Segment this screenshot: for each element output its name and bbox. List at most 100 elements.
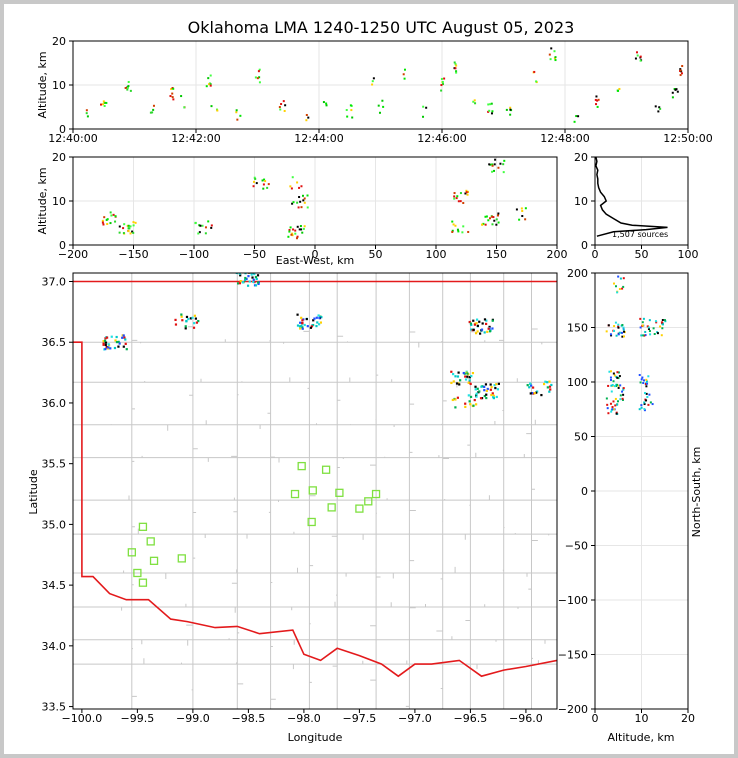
ns-source [616,376,619,379]
east-west-source [201,224,204,227]
ns-tick-label-y: 100 [567,376,588,389]
east-west-source [296,225,299,228]
east-west-source [197,232,200,235]
figure-title: Oklahoma LMA 1240-1250 UTC August 05, 20… [188,18,575,37]
map-source [180,315,183,318]
altitude-time-source [402,73,405,76]
map-source [252,278,255,281]
map-source [299,327,302,330]
altitude-time-source [403,68,406,71]
altitude-time-source [440,89,443,92]
altitude-time-source [371,83,374,86]
ns-source [622,328,625,331]
map-source [486,330,489,333]
ns-tick-label-y: 200 [567,267,588,280]
lma-station-marker [146,537,155,546]
map-source [536,390,539,393]
ns-source [617,371,620,374]
map-source [235,273,238,275]
altitude-time-source [322,101,325,104]
map-source [466,375,469,378]
altitude-time-source [171,96,174,99]
east-west-source [492,216,495,219]
east-west-tick-label-x: 100 [426,248,447,261]
east-west-source [134,221,137,224]
map-source [244,276,247,280]
altitude-time-source [441,80,444,83]
altitude-time-source [595,95,598,98]
altitude-time-source [577,115,580,118]
east-west-source [114,215,117,218]
ns-source [607,384,610,387]
east-west-source [495,218,498,221]
ns-source [644,330,647,333]
altitude-time-source [151,111,154,114]
ns-source [643,409,646,412]
ns-source [639,317,642,320]
east-west-source [289,226,292,229]
histogram-line [595,156,668,237]
ns-source [606,407,609,410]
east-west-source [303,225,306,228]
east-west-source [102,223,105,226]
east-west-source [294,232,297,235]
altitude-time-source [554,56,557,59]
ns-source [638,374,641,377]
ns-tick-label-y: −50 [565,540,588,553]
altitude-time-source [124,86,127,89]
east-west-source [253,180,256,183]
ns-source [621,287,624,290]
east-west-source [106,222,109,225]
east-west-source [302,227,305,230]
east-west-source [459,200,462,203]
ns-source [660,334,663,337]
map-source [193,322,196,325]
altitude-time-source [455,71,458,74]
east-west-source [461,231,464,234]
map-source [470,374,473,378]
east-west-tick-label-x: −50 [243,248,266,261]
map-source [255,277,258,281]
map-tick-label-y: 35.5 [42,458,67,471]
east-west-source [462,225,465,228]
altitude-time-source [381,99,384,102]
map-source [489,383,492,386]
ns-source [652,327,655,330]
ns-tick-label-y: −100 [558,594,588,607]
east-west-xlabel: East-West, km [276,254,354,267]
ns-source [613,374,616,377]
map-source [107,346,110,349]
map-source [192,326,196,329]
ns-source [615,412,618,415]
map-source [469,403,472,406]
ns-source [640,334,643,337]
altitude-time-source [169,95,172,98]
altitude-time-source [489,103,492,106]
map-source [540,393,543,397]
altitude-histogram-panel: 1,507 sources 0 50 100 0 10 20 [574,151,699,261]
map-source [546,386,549,389]
map-source [319,321,323,324]
lma-station-marker [149,556,159,565]
ns-source [610,384,613,387]
map-source [317,314,320,317]
east-west-source [296,181,299,184]
altitude-time-source [183,106,186,109]
map-source [484,383,488,386]
ns-source [616,403,619,406]
east-west-source [288,230,291,233]
east-west-source [488,217,491,220]
east-west-source [132,224,135,227]
map-source [548,385,552,388]
ns-source [622,285,625,288]
east-west-source [497,212,500,215]
east-west-source [106,218,109,221]
ns-source [614,321,617,324]
east-west-source [302,199,305,202]
histogram-tick-label-y: 0 [581,239,588,252]
ns-source [619,394,622,397]
map-source [299,321,302,324]
map-source [485,322,488,326]
east-west-source [291,232,294,235]
altitude-time-source [618,87,621,90]
